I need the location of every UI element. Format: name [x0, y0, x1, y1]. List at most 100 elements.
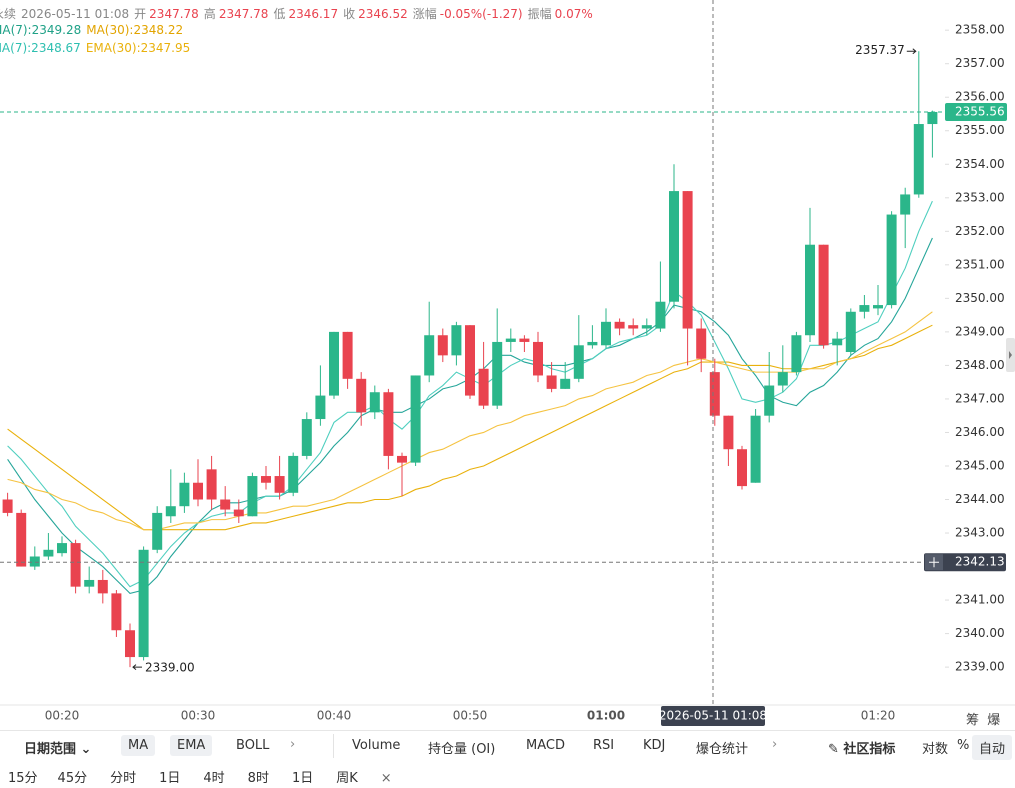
item-value: 2346.17	[288, 7, 339, 21]
interval-button[interactable]: 8时	[247, 771, 269, 786]
candle-body	[274, 476, 285, 493]
candle-body	[70, 543, 81, 587]
candle-body	[138, 549, 149, 658]
ema-button[interactable]: EMA	[170, 735, 213, 756]
oi-button[interactable]: 持仓量 (OI)	[428, 742, 496, 757]
more-arrow[interactable]: ›	[772, 737, 778, 752]
indicator-line	[7, 237, 933, 594]
toolbar-border	[0, 730, 1015, 731]
corner-item[interactable]: 筹	[966, 713, 980, 728]
candle-body	[628, 325, 639, 329]
corner: 筹 爆	[966, 709, 1000, 728]
header-ema: EMA(7):2348.67 EMA(30):2347.95	[0, 41, 195, 55]
date-range-text: 日期范围	[24, 742, 77, 757]
x-tick-label: 00:30	[181, 709, 216, 723]
y-tick-label: 2344.00	[955, 492, 1005, 506]
ema30-text: EMA(30):2347.95	[85, 41, 191, 55]
log-button[interactable]: 对数	[922, 742, 949, 757]
volume-button[interactable]: Volume	[352, 738, 401, 753]
x-tick-label: 00:40	[317, 709, 352, 723]
candle-body	[927, 111, 938, 125]
date-range[interactable]: 日期范围 ⌄	[24, 742, 92, 757]
interval-button[interactable]: 周K	[336, 771, 358, 786]
interval-button[interactable]: 45分	[57, 771, 88, 786]
ma-button[interactable]: MA	[121, 735, 156, 756]
item-key: 开	[134, 7, 147, 21]
crosshair-time-label: 2026-05-11 01:08	[659, 709, 767, 723]
y-tick-label: 2339.00	[955, 660, 1005, 674]
interval-button[interactable]: 1日	[291, 771, 314, 786]
item-key: 低	[273, 7, 286, 21]
macd-button[interactable]: MACD	[526, 738, 565, 753]
candle-body	[764, 385, 775, 416]
candle-body	[723, 415, 734, 450]
y-tick-label: 2340.00	[955, 626, 1005, 640]
candle-body	[492, 341, 503, 406]
candle-body	[356, 378, 367, 413]
item-key: 收	[343, 7, 356, 21]
item-value: 0.07%	[554, 7, 593, 21]
candle-body	[410, 375, 421, 463]
item-value: 2346.52	[358, 7, 408, 21]
percent-button[interactable]: %	[957, 738, 970, 753]
candle-body	[369, 392, 380, 413]
y-tick-label: 2343.00	[955, 526, 1005, 540]
divider	[333, 734, 334, 758]
candle-body	[601, 321, 611, 346]
candle-body	[125, 630, 135, 658]
candle-body	[505, 338, 516, 342]
candle-body	[478, 368, 489, 406]
crosshair-price-label: 2342.13	[955, 555, 1005, 569]
y-tick-label: 2355.00	[955, 123, 1005, 137]
candle-body	[573, 345, 584, 379]
auto-button[interactable]: 自动	[972, 735, 1013, 760]
y-tick-label: 2345.00	[955, 458, 1005, 472]
candle-body	[437, 335, 448, 356]
min-arrow	[132, 664, 142, 671]
item-value: 2347.78	[218, 7, 269, 21]
candle-body	[451, 325, 462, 356]
max-label: 2357.37	[855, 43, 905, 57]
crosshair-time-tag	[661, 706, 765, 726]
candle-body	[261, 476, 271, 483]
max-arrow	[906, 48, 917, 55]
community-button[interactable]: ✎ 社区指标	[828, 742, 896, 757]
interval-button[interactable]: 分时	[110, 771, 137, 786]
interval-button[interactable]: 15分	[8, 771, 38, 786]
candle-body	[845, 311, 856, 352]
last-price-label: 2355.56	[955, 104, 1005, 118]
y-tick-label: 2357.00	[955, 56, 1005, 70]
y-tick-label: 2341.00	[955, 593, 1005, 607]
community-text: 社区指标	[843, 742, 896, 757]
candle-body	[152, 512, 163, 550]
candle-body	[179, 482, 190, 507]
candle-body	[329, 331, 339, 396]
candle-body	[57, 543, 67, 554]
candle-body	[832, 338, 843, 346]
candle-body	[777, 372, 788, 386]
candle-body	[233, 509, 244, 517]
interval-bar: 15分 45分 分时 1日 4时 8时 1日 周K ×	[8, 767, 392, 786]
item-key: 高	[203, 7, 216, 21]
min-label: 2339.00	[145, 661, 195, 675]
x-tick-label: 00:20	[45, 709, 80, 723]
rsi-button[interactable]: RSI	[593, 738, 615, 753]
candle-body	[288, 455, 299, 493]
candle-body	[818, 244, 829, 346]
corner-item[interactable]: 爆	[987, 713, 1001, 728]
candle-body	[383, 392, 394, 456]
item-value: -0.05%(-1.27)	[439, 7, 523, 21]
close-button[interactable]: ×	[380, 771, 392, 786]
header-ohlc: 永续2026-05-11 01:08开2347.78高2347.78低2346.…	[0, 5, 603, 22]
candle-body	[805, 244, 815, 336]
candle-body	[165, 506, 176, 517]
kdj-button[interactable]: KDJ	[643, 738, 666, 753]
more-arrow[interactable]: ›	[290, 737, 296, 752]
interval-button[interactable]: 4时	[203, 771, 225, 786]
interval-button[interactable]: 1日	[159, 771, 181, 786]
crosshair-plus	[929, 557, 939, 568]
boll-button[interactable]: BOLL	[236, 738, 270, 753]
liquidation-button[interactable]: 爆仓统计	[696, 742, 749, 757]
candle-body	[900, 194, 911, 215]
